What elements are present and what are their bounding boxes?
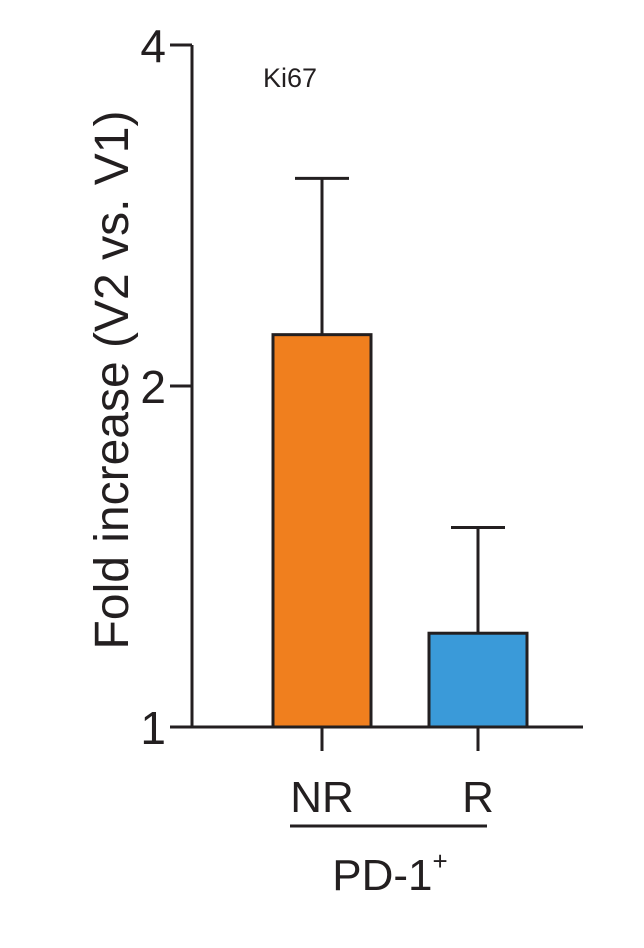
y-tick-label-1: 1 <box>140 702 166 754</box>
y-axis-label: Fold increase (V2 vs. V1) <box>86 111 139 650</box>
plot-area: 1 2 4 NR R <box>140 20 583 828</box>
x-tick-label-nr: NR <box>290 773 354 822</box>
bar-nr <box>271 333 373 729</box>
y-tick-label-4: 4 <box>140 20 166 72</box>
bar-r <box>427 631 529 729</box>
annotation-ki67: Ki67 <box>263 63 317 93</box>
group-label: PD-1+ <box>332 846 447 900</box>
y-tick-label-2: 2 <box>140 361 166 413</box>
x-tick-label-r: R <box>462 773 494 822</box>
group-label-superscript: + <box>433 846 448 876</box>
group-label-text: PD-1 <box>332 851 432 900</box>
